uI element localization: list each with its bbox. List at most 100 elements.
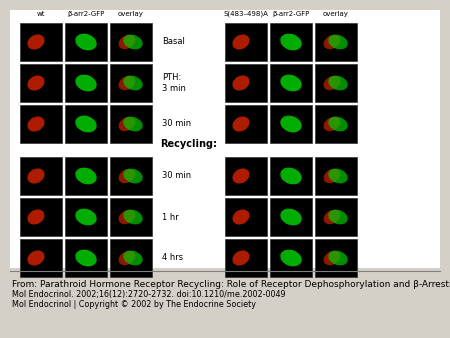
Ellipse shape [118, 117, 135, 131]
Text: From: Parathroid Hormone Receptor Recycling: Role of Receptor Dephosphorylation : From: Parathroid Hormone Receptor Recycl… [12, 280, 450, 289]
Bar [315, 64, 357, 102]
Ellipse shape [328, 76, 348, 90]
Text: Recycling:: Recycling: [160, 139, 217, 149]
Ellipse shape [328, 34, 348, 49]
Ellipse shape [324, 76, 341, 90]
Bar [20, 239, 62, 277]
Text: β-arr2-GFP: β-arr2-GFP [68, 11, 105, 17]
Text: β-arr2-GFP: β-arr2-GFP [272, 11, 310, 17]
Ellipse shape [233, 75, 250, 91]
Bar [270, 105, 312, 143]
Ellipse shape [280, 75, 302, 91]
Bar [65, 23, 107, 61]
Ellipse shape [328, 169, 348, 184]
Bar [65, 157, 107, 195]
Ellipse shape [118, 169, 135, 183]
Ellipse shape [75, 209, 97, 225]
Bar [110, 64, 152, 102]
Ellipse shape [324, 35, 341, 49]
Bar [20, 23, 62, 61]
Ellipse shape [233, 34, 250, 50]
Ellipse shape [123, 169, 143, 184]
Ellipse shape [123, 250, 143, 265]
Ellipse shape [233, 117, 250, 131]
Bar [270, 157, 312, 195]
Bar [10, 10, 440, 268]
Bar [315, 157, 357, 195]
Bar [20, 157, 62, 195]
Ellipse shape [123, 117, 143, 131]
Ellipse shape [27, 250, 45, 266]
Ellipse shape [280, 209, 302, 225]
Ellipse shape [328, 250, 348, 265]
Ellipse shape [75, 168, 97, 185]
Ellipse shape [328, 210, 348, 224]
Ellipse shape [233, 210, 250, 224]
Ellipse shape [75, 75, 97, 91]
Bar [20, 64, 62, 102]
Bar [110, 105, 152, 143]
Text: Mol Endocrinol | Copyright © 2002 by The Endocrine Society: Mol Endocrinol | Copyright © 2002 by The… [12, 300, 256, 309]
Text: 30 min: 30 min [162, 120, 191, 128]
Bar [315, 239, 357, 277]
Ellipse shape [280, 116, 302, 132]
Ellipse shape [118, 76, 135, 90]
Bar [110, 23, 152, 61]
Ellipse shape [118, 35, 135, 49]
Bar [110, 157, 152, 195]
Bar [315, 105, 357, 143]
Ellipse shape [324, 251, 341, 265]
Ellipse shape [280, 33, 302, 50]
Bar [225, 105, 267, 143]
Text: overlay: overlay [323, 11, 349, 17]
Ellipse shape [324, 117, 341, 131]
Ellipse shape [27, 75, 45, 91]
Bar [270, 23, 312, 61]
Text: wt: wt [37, 11, 45, 17]
Text: PTH:
3 min: PTH: 3 min [162, 73, 186, 93]
Ellipse shape [328, 117, 348, 131]
Bar [110, 198, 152, 236]
Ellipse shape [123, 76, 143, 90]
Ellipse shape [324, 169, 341, 183]
Bar [225, 239, 267, 277]
Ellipse shape [27, 168, 45, 184]
Bar [20, 105, 62, 143]
Text: S(483–498)A: S(483–498)A [224, 10, 269, 17]
Bar [65, 64, 107, 102]
Ellipse shape [75, 33, 97, 50]
Ellipse shape [118, 210, 135, 224]
Bar [225, 23, 267, 61]
Ellipse shape [123, 34, 143, 49]
Bar [315, 198, 357, 236]
Bar [315, 23, 357, 61]
Ellipse shape [27, 34, 45, 50]
Ellipse shape [75, 116, 97, 132]
Bar [225, 64, 267, 102]
Bar [225, 157, 267, 195]
Ellipse shape [123, 210, 143, 224]
Bar [225, 198, 267, 236]
Ellipse shape [280, 168, 302, 185]
Text: Basal: Basal [162, 38, 185, 47]
Text: Mol Endocrinol. 2002;16(12):2720-2732. doi:10.1210/me.2002-0049: Mol Endocrinol. 2002;16(12):2720-2732. d… [12, 290, 286, 299]
Bar [270, 198, 312, 236]
Bar [65, 105, 107, 143]
Bar [65, 198, 107, 236]
Bar [270, 239, 312, 277]
Text: 4 hrs: 4 hrs [162, 254, 183, 263]
Ellipse shape [75, 249, 97, 266]
Ellipse shape [280, 249, 302, 266]
Text: 1 hr: 1 hr [162, 213, 179, 221]
Ellipse shape [27, 210, 45, 224]
Text: 30 min: 30 min [162, 171, 191, 180]
Ellipse shape [233, 168, 250, 184]
Bar [110, 239, 152, 277]
Bar [270, 64, 312, 102]
Ellipse shape [233, 250, 250, 266]
Ellipse shape [324, 210, 341, 224]
Ellipse shape [118, 251, 135, 265]
Bar [65, 239, 107, 277]
Text: overlay: overlay [118, 11, 144, 17]
Ellipse shape [27, 117, 45, 131]
